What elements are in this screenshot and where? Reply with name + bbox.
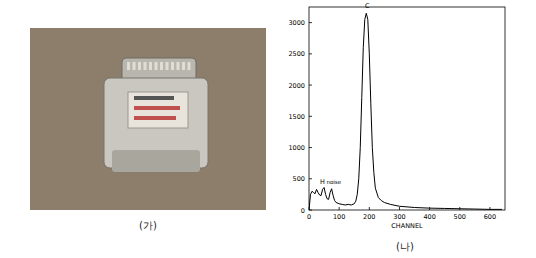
x-tick-label: 500 (454, 213, 466, 221)
y-tick-label: 3000 (288, 19, 305, 27)
connector-pin (133, 62, 136, 70)
connector-sticker (128, 92, 188, 128)
connector-pin (138, 62, 141, 70)
y-tick (309, 85, 312, 86)
y-tick (309, 53, 312, 54)
y-tick-label: 500 (293, 175, 305, 183)
x-tick-label: 300 (393, 213, 405, 221)
y-tick-label: 2000 (288, 82, 305, 90)
connector-pin (149, 62, 152, 70)
sticker-line (134, 106, 180, 110)
panel-label: (가) (139, 220, 157, 231)
y-tick (309, 22, 312, 23)
connector-pin (160, 62, 163, 70)
x-tick-label: 0 (307, 213, 311, 221)
x-tick-label: 200 (363, 213, 375, 221)
figure: (가) (나) 0 500 1000 1500 2000 2500 3000 0 100 200 300… (0, 0, 536, 258)
x-tick (339, 207, 340, 210)
photo (30, 28, 266, 210)
x-tick-label: 400 (423, 213, 435, 221)
plot-area (309, 13, 502, 210)
photo-background (30, 28, 266, 210)
connector-pin (166, 62, 169, 70)
connector-pin (182, 62, 185, 70)
connector-pin (144, 62, 147, 70)
x-tick (399, 207, 400, 210)
connector-bottom (112, 150, 200, 172)
sticker-line (134, 116, 176, 120)
y-tick-label: 2500 (288, 50, 305, 58)
x-tick-label: 600 (484, 213, 496, 221)
annotation: C (365, 2, 370, 10)
plot-frame (309, 7, 505, 210)
photo-tone (30, 28, 266, 210)
x-tick-label: 100 (333, 213, 345, 221)
y-tick (309, 147, 312, 148)
annotation: H (320, 178, 325, 186)
connector-pin (127, 62, 130, 70)
panel-label: (나) (396, 241, 414, 252)
connector-pin (171, 62, 174, 70)
x-axis-label: CHANNEL (391, 222, 423, 230)
sticker-line (134, 96, 174, 100)
y-tick (309, 178, 312, 179)
connector-pin (155, 62, 158, 70)
y-tick-label: 1000 (288, 144, 305, 152)
y-tick-label: 0 (301, 207, 305, 215)
annotation: noise (326, 179, 341, 185)
connector-pin (177, 62, 180, 70)
spectrum-line (309, 13, 502, 210)
y-tick (309, 116, 312, 117)
y-tick-label: 1500 (288, 113, 305, 121)
x-tick (369, 207, 370, 210)
connector-pin (188, 62, 191, 70)
